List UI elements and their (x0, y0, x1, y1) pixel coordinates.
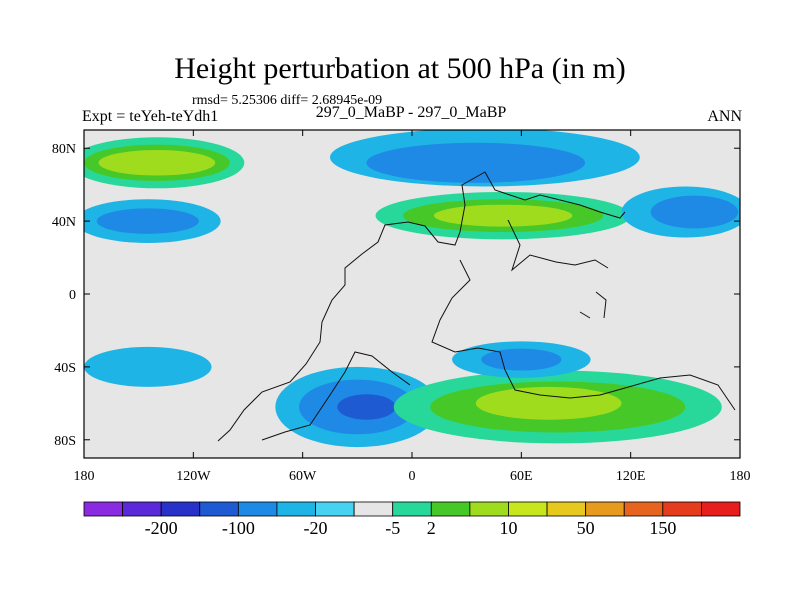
y-tick-label-0: 80N (52, 142, 76, 157)
season-label: ANN (707, 108, 742, 125)
colorbar-label-6: 50 (577, 518, 595, 538)
colorbar-swatch-1 (122, 501, 162, 517)
contour-region-2 (98, 150, 216, 176)
coastline-antarctic (261, 351, 411, 441)
colorbar-swatch-6 (315, 501, 355, 517)
colorbar-label-2: -20 (304, 518, 328, 538)
colorbar-label-5: 10 (499, 518, 517, 538)
colorbar-label-7: 150 (649, 518, 676, 538)
chart-title: Height perturbation at 500 hPa (in m) (174, 52, 626, 85)
contour-region-12 (84, 346, 212, 387)
x-tick-label-2: 60W (289, 469, 317, 484)
colorbar-swatch-11 (508, 501, 548, 517)
contour-region-6 (366, 142, 586, 183)
colorbar-swatch-2 (160, 501, 201, 517)
x-tick-label-0: 180 (74, 469, 95, 484)
colorbar-swatch-10 (469, 501, 509, 517)
x-tick-label-6: 180 (730, 469, 751, 484)
colorbar-swatch-12 (546, 501, 587, 517)
x-tick-label-3: 0 (409, 469, 416, 484)
colorbar-swatch-14 (623, 501, 664, 517)
y-tick-label-4: 80S (54, 434, 76, 449)
x-tick-label-4: 60E (510, 469, 533, 484)
colorbar-label-0: -200 (145, 518, 178, 538)
experiment-label: Expt = teYeh-teYdh1 (82, 108, 219, 125)
contour-region-11 (650, 195, 739, 229)
x-tick-label-5: 120E (616, 469, 646, 484)
coastline-americas (217, 171, 626, 442)
y-tick-label-2: 0 (69, 288, 76, 303)
colorbar-swatch-5 (276, 501, 316, 517)
contour-region-4 (96, 208, 199, 234)
x-tick-label-1: 120W (176, 469, 211, 484)
colorbar-swatch-8 (392, 501, 432, 517)
colorbar-label-3: -5 (385, 518, 400, 538)
contour-region-18 (475, 386, 622, 420)
coastline-asia (507, 219, 609, 319)
colorbar-swatch-4 (237, 501, 278, 517)
contour-region-15 (337, 394, 396, 420)
colorbar-swatch-7 (353, 501, 394, 517)
colorbar-swatch-16 (701, 501, 741, 517)
colorbar-label-1: -100 (222, 518, 255, 538)
colorbar-swatch-0 (83, 501, 123, 517)
coastline-africa (431, 259, 736, 411)
contour-region-9 (433, 204, 573, 227)
y-tick-label-1: 40N (52, 215, 76, 230)
colorbar-swatch-9 (430, 501, 471, 517)
contour-region-20 (481, 348, 562, 371)
period-label: 297_0_MaBP - 297_0_MaBP (315, 104, 507, 121)
stats-label: rmsd= 5.25306 diff= 2.68945e-09 (192, 93, 383, 108)
colorbar-swatch-15 (662, 501, 702, 517)
y-tick-label-3: 40S (54, 361, 76, 376)
colorbar-label-4: 2 (427, 518, 436, 538)
colorbar-swatch-13 (585, 501, 625, 517)
colorbar-swatch-3 (199, 501, 239, 517)
